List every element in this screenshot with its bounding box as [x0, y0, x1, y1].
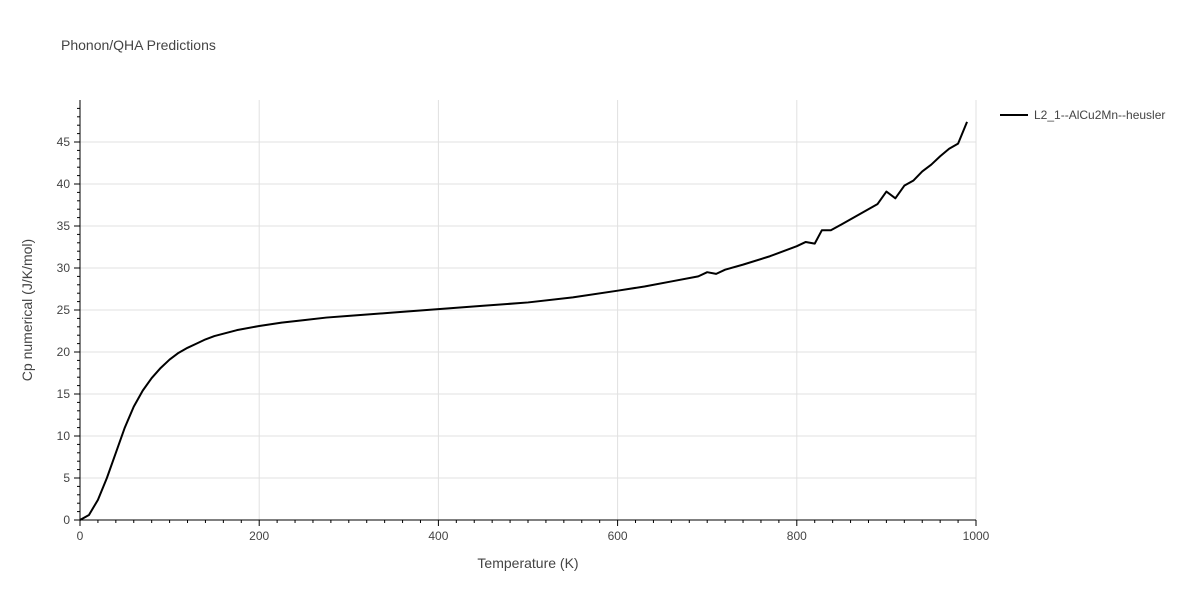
- y-tick-label: 15: [57, 387, 71, 401]
- chart-title: Phonon/QHA Predictions: [61, 37, 216, 53]
- series-line[interactable]: [79, 121, 968, 521]
- grid-layer: [80, 100, 977, 520]
- x-axis-title: Temperature (K): [477, 555, 578, 571]
- y-tick-label: 45: [57, 135, 71, 149]
- y-tick-label: 10: [57, 429, 71, 443]
- y-tick-label: 35: [57, 219, 71, 233]
- y-tick-label: 0: [63, 513, 70, 527]
- legend-label: L2_1--AlCu2Mn--heusler: [1034, 108, 1165, 122]
- x-tick-label: 0: [77, 529, 84, 543]
- labels-layer: 0 5 10 15 20 25 30 35 40 45 0 200 400 600 800 1000: [57, 135, 990, 543]
- x-tick-label: 1000: [963, 529, 990, 543]
- y-tick-label: 5: [63, 471, 70, 485]
- x-tick-label: 400: [428, 529, 448, 543]
- legend[interactable]: L2_1--AlCu2Mn--heusler: [1000, 108, 1165, 122]
- series-layer: [79, 121, 968, 521]
- y-tick-label: 25: [57, 303, 71, 317]
- y-tick-label: 40: [57, 177, 71, 191]
- x-tick-label: 600: [608, 529, 628, 543]
- axes-layer: [74, 100, 977, 526]
- x-tick-label: 800: [787, 529, 807, 543]
- x-tick-label: 200: [249, 529, 269, 543]
- y-axis-title: Cp numerical (J/K/mol): [19, 239, 35, 381]
- y-tick-label: 30: [57, 261, 71, 275]
- y-tick-label: 20: [57, 345, 71, 359]
